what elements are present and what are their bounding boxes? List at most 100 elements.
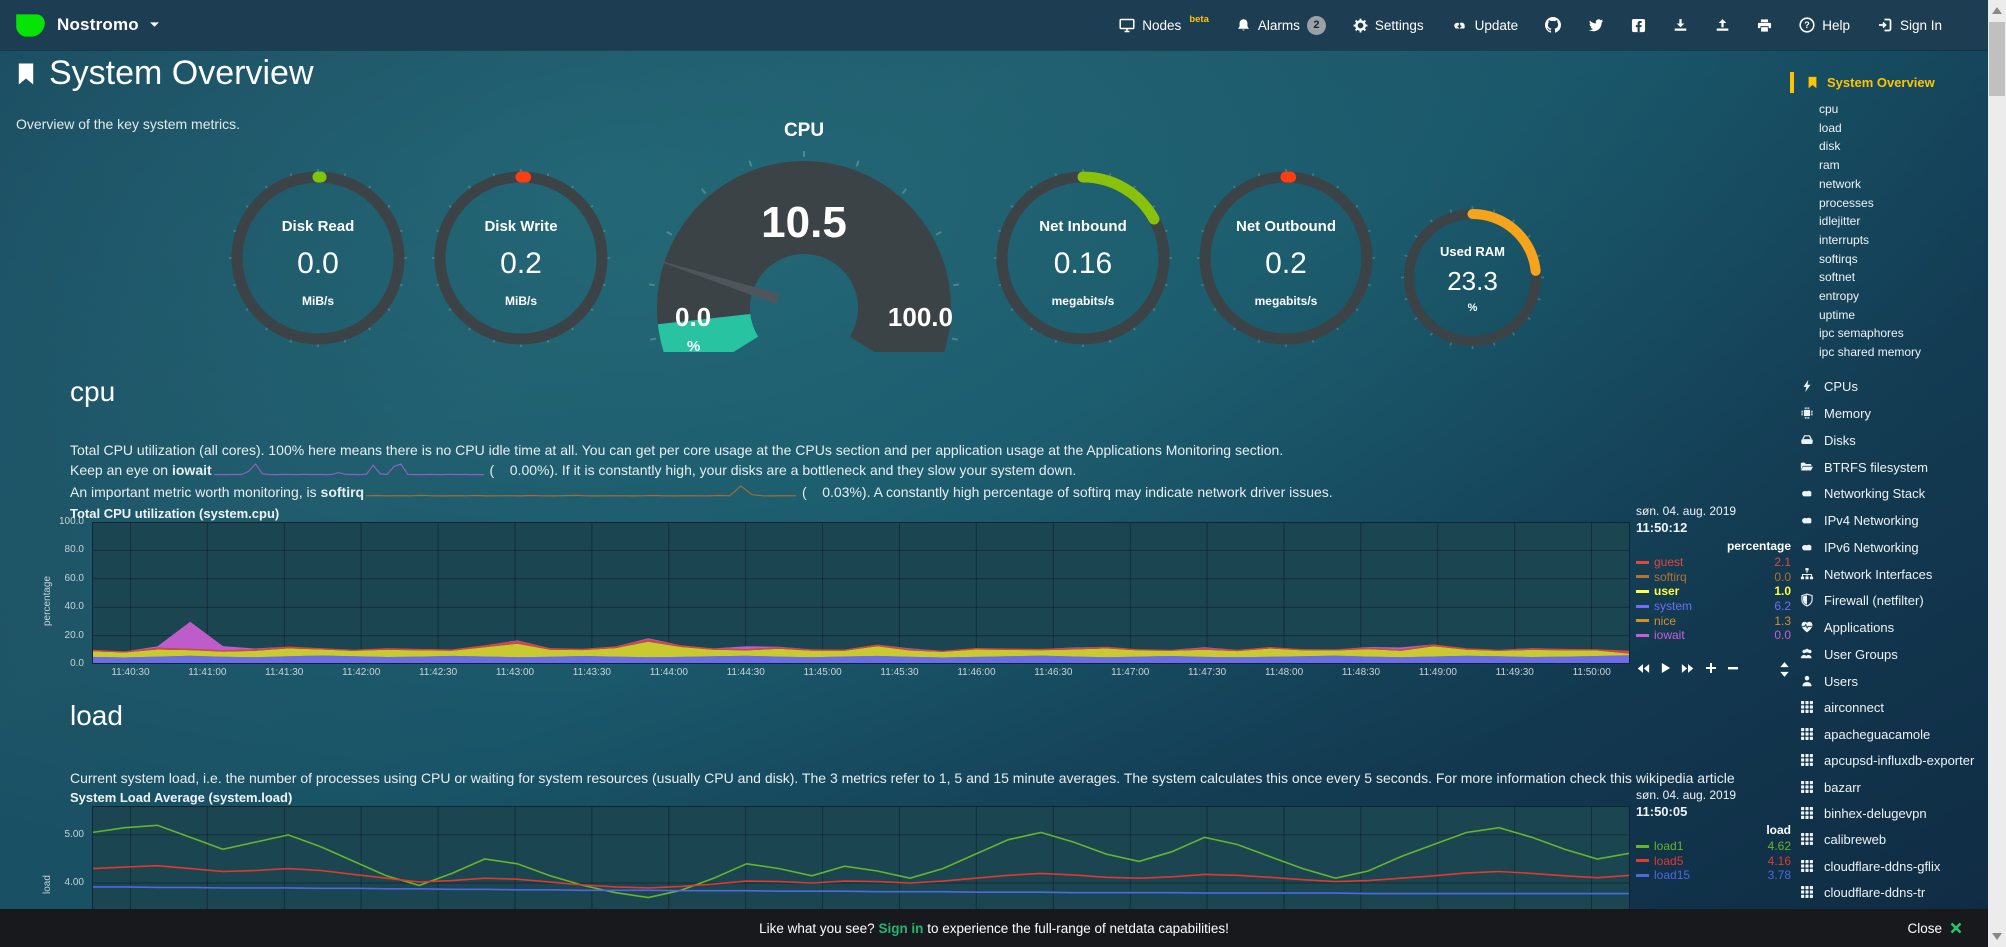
nav-help[interactable]: ? Help	[1799, 17, 1850, 33]
sidebar-item-networking-stack[interactable]: Networking Stack	[1790, 481, 1988, 508]
gauge-unit: MiB/s	[301, 294, 334, 308]
sidebar-sub-item-ipc-shared-memory[interactable]: ipc shared memory	[1819, 345, 1922, 360]
sidebar-item-disks[interactable]: Disks	[1790, 427, 1988, 454]
gauge-disk-read[interactable]: Disk Read 0.0 MiB/s	[228, 168, 408, 348]
nav-twitter[interactable]	[1588, 18, 1604, 32]
sidebar-sub-item-cpu[interactable]: cpu	[1819, 102, 1839, 116]
pan-forward-icon[interactable]	[1681, 663, 1695, 674]
nav-settings[interactable]: Settings	[1353, 18, 1424, 33]
x-tick-label: 11:49:30	[1495, 667, 1534, 678]
users-icon	[1800, 648, 1812, 659]
nav-update[interactable]: Update	[1451, 17, 1519, 33]
sidebar-item-firewall-netfilter-[interactable]: Firewall (netfilter)	[1790, 588, 1988, 615]
sidebar-item-users[interactable]: Users	[1790, 668, 1988, 695]
sidebar-sub-item-ram[interactable]: ram	[1819, 158, 1840, 173]
sidebar-item-apcupsd-influxdb-exporter[interactable]: apcupsd-influxdb-exporter	[1790, 748, 1988, 774]
scrollbar-thumb[interactable]	[1989, 22, 2005, 96]
legend-series-load5[interactable]: load5 4.16	[1636, 854, 1791, 869]
nav-github[interactable]	[1545, 17, 1562, 33]
nav-help-label: Help	[1822, 17, 1850, 33]
nav-facebook[interactable]	[1631, 18, 1646, 33]
sidebar-item-bazarr[interactable]: bazarr	[1790, 774, 1988, 800]
close-button[interactable]: Close	[1907, 921, 1962, 936]
page-subtitle: Overview of the key system metrics.	[16, 116, 241, 132]
nav-update-label: Update	[1474, 17, 1519, 33]
sidebar-sub-item-softirqs[interactable]: softirqs	[1819, 251, 1858, 266]
brand-name: Nostromo	[57, 15, 139, 34]
sidebar-item-cpus[interactable]: CPUs	[1790, 374, 1988, 401]
scrollbar-up-arrow[interactable]	[1992, 7, 2002, 14]
y-tick-label: 4.00	[64, 877, 84, 889]
upload-icon	[1716, 18, 1729, 31]
legend-series-system[interactable]: system 6.2	[1636, 599, 1791, 614]
sidebar-item-ipv4-networking[interactable]: IPv4 Networking	[1790, 508, 1988, 535]
sidebar-item-applications[interactable]: Applications	[1790, 615, 1988, 642]
sidebar-sub-item-load[interactable]: load	[1819, 120, 1842, 135]
th-icon	[1801, 806, 1813, 819]
gauge-net-inbound[interactable]: Net Inbound 0.16 megabits/s	[993, 168, 1173, 348]
legend-series-load1[interactable]: load1 4.62	[1636, 839, 1791, 854]
th-icon	[1801, 886, 1813, 898]
beta-badge: beta	[1189, 13, 1209, 25]
sidebar-sub-item-softnet[interactable]: softnet	[1819, 270, 1856, 285]
download-icon	[1674, 18, 1687, 31]
nav-sign-in[interactable]: Sign In	[1877, 17, 1942, 33]
legend-series-guest[interactable]: guest 2.1	[1636, 555, 1791, 570]
gauge-disk-write[interactable]: Disk Write 0.2 MiB/s	[431, 168, 611, 348]
zoom-in-icon[interactable]	[1705, 662, 1717, 674]
resize-handle-icon[interactable]	[1778, 662, 1791, 677]
th-icon	[1801, 780, 1813, 793]
legend-series-user[interactable]: user 1.0	[1636, 584, 1791, 599]
sidebar-sub-item-network[interactable]: network	[1819, 176, 1862, 191]
shield-icon	[1801, 593, 1813, 608]
nav-alarms[interactable]: Alarms 2	[1236, 15, 1326, 35]
gauge-used-ram[interactable]: Used RAM 23.3 %	[1400, 205, 1545, 350]
sidebar-item-network-interfaces[interactable]: Network Interfaces	[1790, 561, 1988, 588]
page-scrollbar[interactable]	[1988, 0, 2006, 947]
sign-in-link[interactable]: Sign in	[878, 920, 924, 936]
zoom-out-icon[interactable]	[1727, 662, 1739, 674]
sidebar-sub-item-disk[interactable]: disk	[1819, 139, 1841, 154]
cpu-desc-line-3: An important metric worth monitoring, is…	[70, 482, 1333, 504]
legend-series-iowait[interactable]: iowait 0.0	[1636, 628, 1791, 643]
netdata-logo-icon	[16, 13, 45, 37]
pan-backward-icon[interactable]	[1636, 663, 1650, 674]
sidebar-item-binhex-delugevpn[interactable]: binhex-delugevpn	[1790, 801, 1988, 827]
gauge-value: 0.16	[1053, 247, 1113, 281]
sidebar-sub-item-processes[interactable]: processes	[1819, 195, 1874, 210]
sidebar-sub-item-entropy[interactable]: entropy	[1819, 289, 1860, 304]
sidebar-item-calibreweb[interactable]: calibreweb	[1790, 827, 1988, 853]
sidebar-item-cloudflare-ddns-tr[interactable]: cloudflare-ddns-tr	[1790, 880, 1988, 906]
sidebar-item-system-overview[interactable]: System Overview	[1790, 72, 1988, 93]
legend-series-load15[interactable]: load15 3.78	[1636, 868, 1791, 883]
nav-print[interactable]	[1757, 18, 1772, 33]
nav-export[interactable]	[1715, 18, 1730, 33]
sidebar-item-apacheguacamole[interactable]: apacheguacamole	[1790, 722, 1988, 748]
legend-series-nice[interactable]: nice 1.3	[1636, 613, 1791, 628]
th-icon	[1801, 833, 1813, 846]
scrollbar-down-arrow[interactable]	[1992, 933, 2002, 940]
sidebar-item-user-groups[interactable]: User Groups	[1790, 642, 1988, 669]
cpu-chart-plot[interactable]	[92, 521, 1630, 665]
gauge-net-outbound[interactable]: Net Outbound 0.2 megabits/s	[1196, 168, 1376, 348]
sidebar-sub-item-interrupts[interactable]: interrupts	[1819, 232, 1870, 247]
sidebar-item-btrfs-filesystem[interactable]: BTRFS filesystem	[1790, 454, 1988, 481]
sidebar-item-airconnect[interactable]: airconnect	[1790, 695, 1988, 721]
sidebar-sub-item-ipc-semaphores[interactable]: ipc semaphores	[1819, 326, 1904, 341]
gauge-cpu[interactable]: CPU 10.5 0.0 100.0 %	[648, 120, 960, 393]
x-tick-label: 11:50:00	[1572, 667, 1611, 678]
sidebar-sub-item-idlejitter[interactable]: idlejitter	[1819, 214, 1861, 229]
nav-nodes[interactable]: Nodes beta	[1119, 13, 1209, 33]
sidebar-item-memory[interactable]: Memory	[1790, 401, 1988, 428]
nav-import[interactable]	[1673, 18, 1688, 33]
heartbeat-icon	[1801, 622, 1813, 633]
legend-series-softirq[interactable]: softirq 0.0	[1636, 570, 1791, 585]
bell-icon	[1237, 18, 1249, 31]
sidebar-item-ipv6-networking[interactable]: IPv6 Networking	[1790, 535, 1988, 562]
play-icon[interactable]	[1660, 662, 1671, 674]
sidebar-item-cloudflare-ddns-gflix[interactable]: cloudflare-ddns-gflix	[1790, 853, 1988, 879]
gauge-ring	[1401, 206, 1544, 349]
brand-menu[interactable]: Nostromo	[0, 11, 160, 40]
sidebar-sub-item-uptime[interactable]: uptime	[1819, 307, 1856, 322]
section-heading-load: load	[70, 700, 123, 731]
